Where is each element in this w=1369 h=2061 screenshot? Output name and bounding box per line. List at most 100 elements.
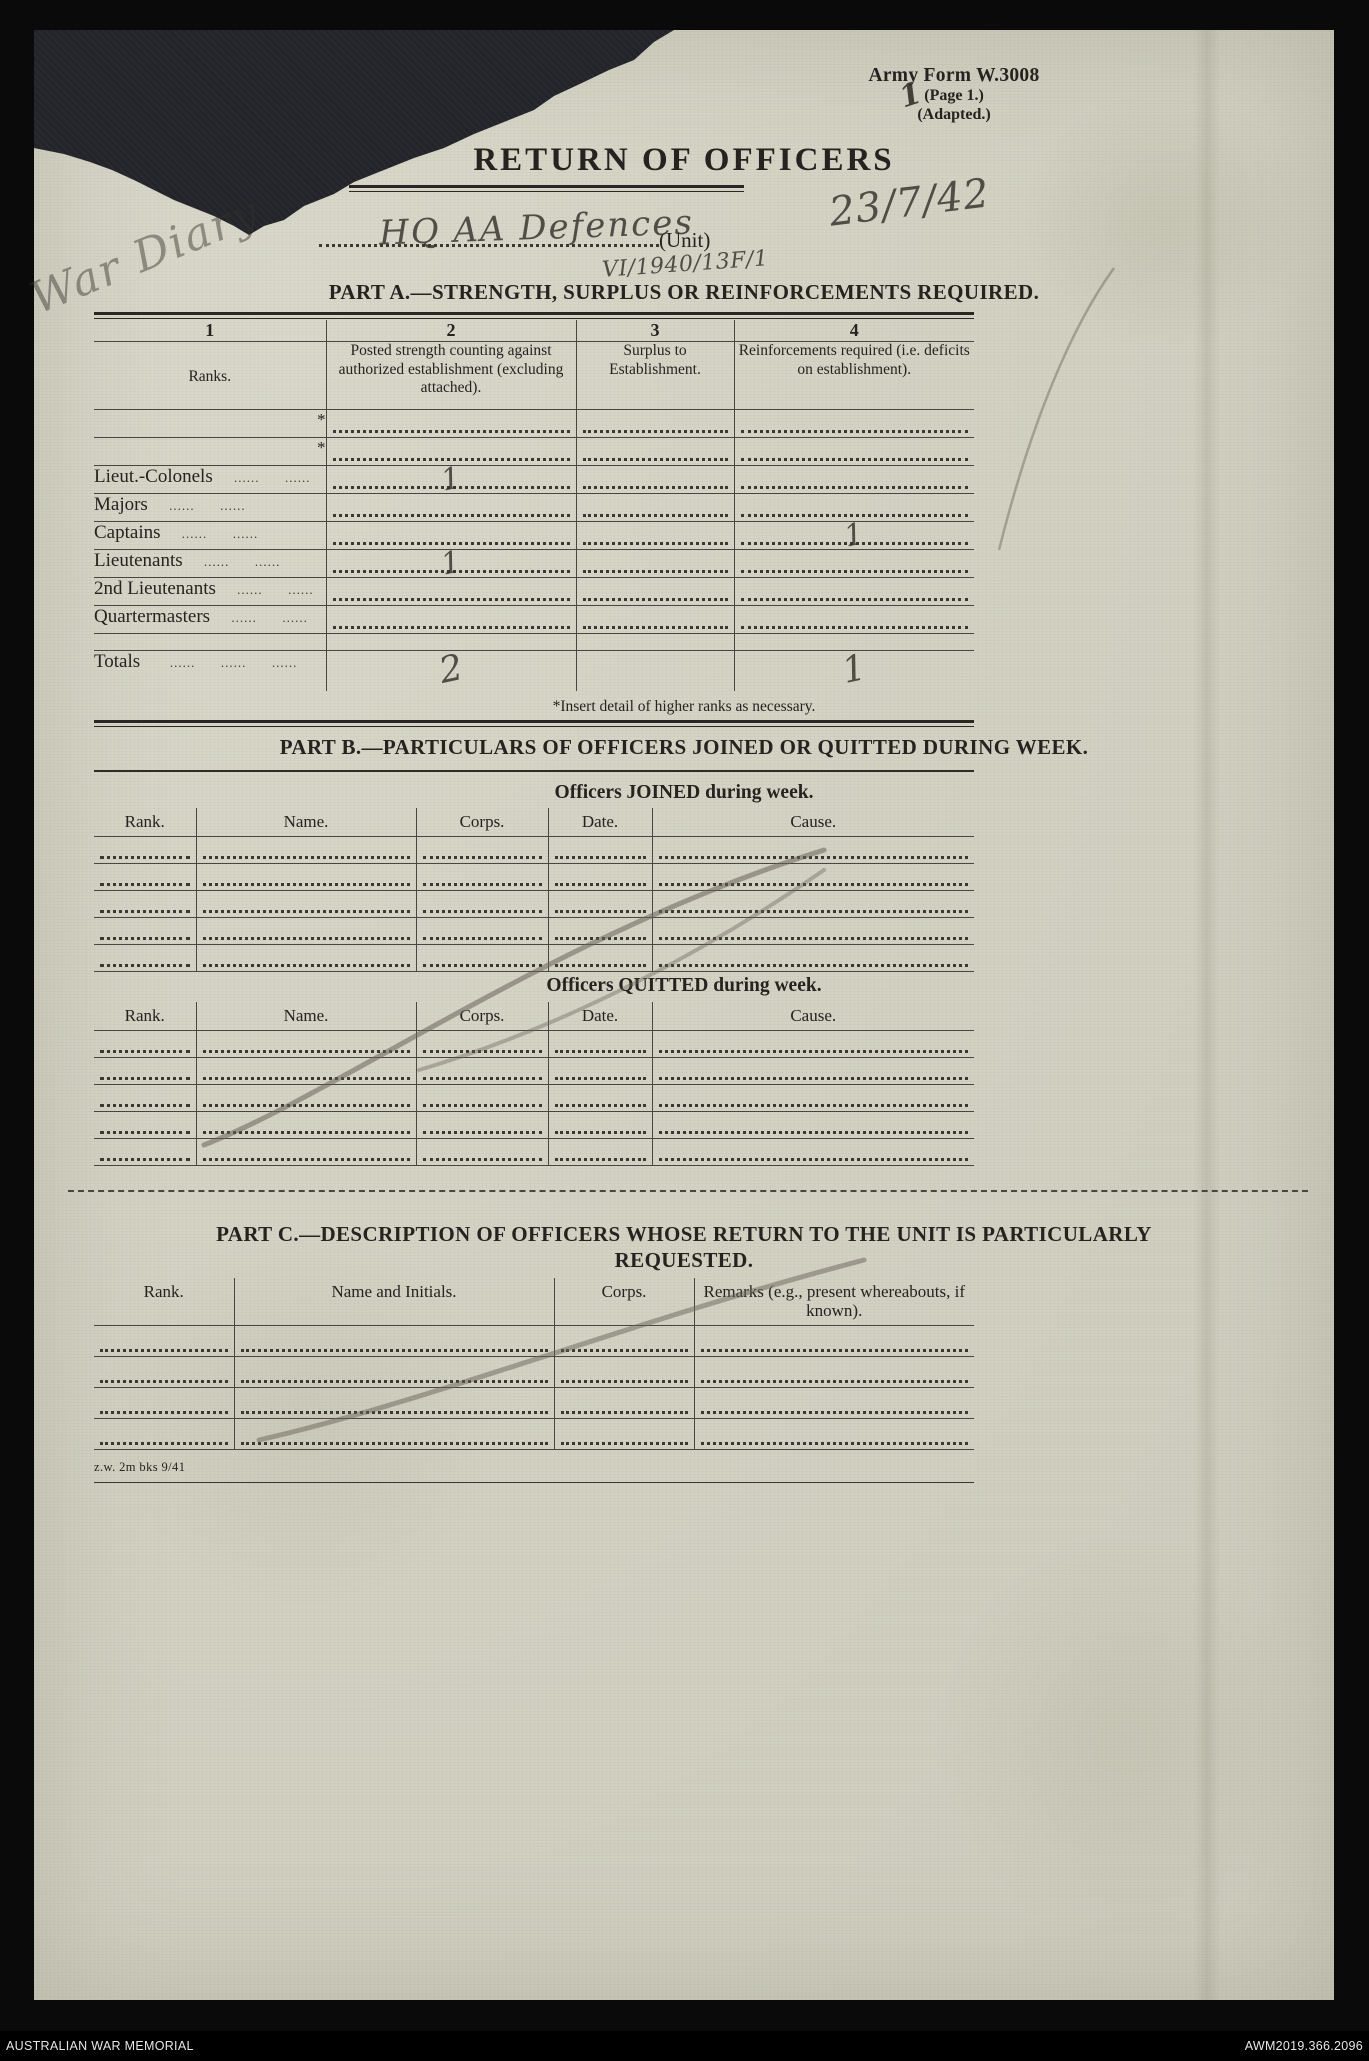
table-cell[interactable] bbox=[94, 1356, 235, 1389]
table-cell[interactable] bbox=[94, 1111, 197, 1140]
table-cell[interactable] bbox=[575, 549, 735, 578]
table-cell[interactable] bbox=[693, 1325, 974, 1358]
table-cell[interactable] bbox=[195, 1030, 417, 1059]
table-cell[interactable] bbox=[575, 521, 735, 550]
table-cell[interactable] bbox=[415, 944, 549, 973]
table-cell[interactable] bbox=[733, 465, 974, 494]
table-cell[interactable] bbox=[415, 890, 549, 919]
table-cell[interactable] bbox=[693, 1418, 974, 1451]
table-cell[interactable] bbox=[94, 1084, 197, 1113]
table-cell[interactable] bbox=[651, 1138, 974, 1167]
table-cell[interactable] bbox=[415, 863, 549, 892]
table-cell[interactable] bbox=[195, 890, 417, 919]
table-cell[interactable] bbox=[415, 917, 549, 946]
table-cell[interactable] bbox=[94, 836, 197, 865]
table-cell[interactable] bbox=[325, 409, 577, 438]
handwritten-value: 2 bbox=[435, 647, 467, 692]
army-form-number: Army Form W.3008 bbox=[868, 65, 1040, 86]
table-cell[interactable] bbox=[547, 1111, 653, 1140]
table-cell[interactable] bbox=[651, 863, 974, 892]
table-cell[interactable] bbox=[733, 409, 974, 438]
table-cell[interactable] bbox=[547, 1057, 653, 1086]
table-cell[interactable] bbox=[575, 605, 735, 634]
table-row: 2nd Lieutenants ...... ...... bbox=[94, 577, 974, 606]
table-cell[interactable]: 1 bbox=[733, 516, 974, 555]
table-cell[interactable] bbox=[693, 1387, 974, 1420]
table-cell[interactable] bbox=[547, 1030, 653, 1059]
table-cell[interactable] bbox=[651, 1084, 974, 1113]
table-cell[interactable] bbox=[733, 493, 974, 522]
table-cell[interactable] bbox=[94, 1138, 197, 1167]
table-cell[interactable] bbox=[651, 917, 974, 946]
table-cell[interactable] bbox=[553, 1387, 695, 1420]
table-cell[interactable] bbox=[651, 836, 974, 865]
table-cell[interactable] bbox=[94, 1325, 235, 1358]
table-cell[interactable] bbox=[733, 577, 974, 606]
unit-fill-line[interactable] bbox=[319, 244, 659, 247]
table-cell[interactable] bbox=[94, 1030, 197, 1059]
table-cell[interactable] bbox=[325, 605, 577, 634]
table-cell[interactable] bbox=[195, 836, 417, 865]
table-cell[interactable] bbox=[575, 437, 735, 466]
table-cell[interactable] bbox=[415, 1138, 549, 1167]
handwritten-value: 1 bbox=[838, 647, 870, 692]
table-row bbox=[94, 944, 974, 973]
table-cell[interactable]: 1 bbox=[325, 544, 577, 583]
table-cell[interactable] bbox=[575, 493, 735, 522]
table-cell[interactable] bbox=[733, 549, 974, 578]
table-cell[interactable] bbox=[415, 1057, 549, 1086]
table-cell[interactable] bbox=[233, 1356, 555, 1389]
table-cell[interactable] bbox=[553, 1418, 695, 1451]
table-cell[interactable] bbox=[575, 650, 735, 691]
table-cell[interactable] bbox=[233, 1418, 555, 1451]
table-cell[interactable]: 2 bbox=[325, 647, 577, 692]
table-cell[interactable] bbox=[547, 944, 653, 973]
table-cell[interactable] bbox=[195, 863, 417, 892]
table-cell[interactable] bbox=[415, 1111, 549, 1140]
dotted-fill-line bbox=[202, 1050, 410, 1054]
table-cell[interactable] bbox=[651, 1030, 974, 1059]
table-cell[interactable] bbox=[575, 577, 735, 606]
table-cell[interactable] bbox=[547, 863, 653, 892]
table-cell[interactable] bbox=[325, 521, 577, 550]
table-cell[interactable] bbox=[325, 437, 577, 466]
table-cell[interactable] bbox=[651, 1111, 974, 1140]
table-cell[interactable] bbox=[547, 890, 653, 919]
table-cell[interactable] bbox=[94, 1387, 235, 1420]
table-cell[interactable] bbox=[94, 1418, 235, 1451]
table-cell[interactable] bbox=[547, 917, 653, 946]
table-cell[interactable] bbox=[651, 944, 974, 973]
table-cell[interactable] bbox=[553, 1325, 695, 1358]
table-cell[interactable] bbox=[547, 1084, 653, 1113]
table-cell[interactable] bbox=[195, 917, 417, 946]
table-cell[interactable] bbox=[195, 1138, 417, 1167]
table-cell[interactable] bbox=[415, 1084, 549, 1113]
table-cell[interactable] bbox=[94, 944, 197, 973]
table-cell[interactable]: 1 bbox=[733, 647, 974, 692]
table-cell[interactable] bbox=[553, 1356, 695, 1389]
table-cell[interactable] bbox=[547, 836, 653, 865]
table-cell[interactable] bbox=[651, 890, 974, 919]
table-cell[interactable] bbox=[325, 493, 577, 522]
table-cell[interactable] bbox=[325, 577, 577, 606]
table-cell[interactable] bbox=[651, 1057, 974, 1086]
table-cell[interactable] bbox=[233, 1325, 555, 1358]
table-cell[interactable] bbox=[195, 1111, 417, 1140]
table-cell[interactable] bbox=[693, 1356, 974, 1389]
table-cell[interactable] bbox=[575, 409, 735, 438]
table-cell[interactable] bbox=[415, 1030, 549, 1059]
table-cell[interactable] bbox=[547, 1138, 653, 1167]
table-cell[interactable] bbox=[195, 944, 417, 973]
table-cell[interactable] bbox=[195, 1084, 417, 1113]
table-cell[interactable] bbox=[733, 605, 974, 634]
table-cell[interactable]: 1 bbox=[325, 460, 577, 499]
table-cell[interactable] bbox=[575, 465, 735, 494]
table-cell[interactable] bbox=[94, 890, 197, 919]
table-cell[interactable] bbox=[94, 1057, 197, 1086]
table-cell[interactable] bbox=[94, 917, 197, 946]
table-cell[interactable] bbox=[233, 1387, 555, 1420]
table-cell[interactable] bbox=[94, 863, 197, 892]
table-cell[interactable] bbox=[733, 437, 974, 466]
table-cell[interactable] bbox=[195, 1057, 417, 1086]
table-cell[interactable] bbox=[415, 836, 549, 865]
